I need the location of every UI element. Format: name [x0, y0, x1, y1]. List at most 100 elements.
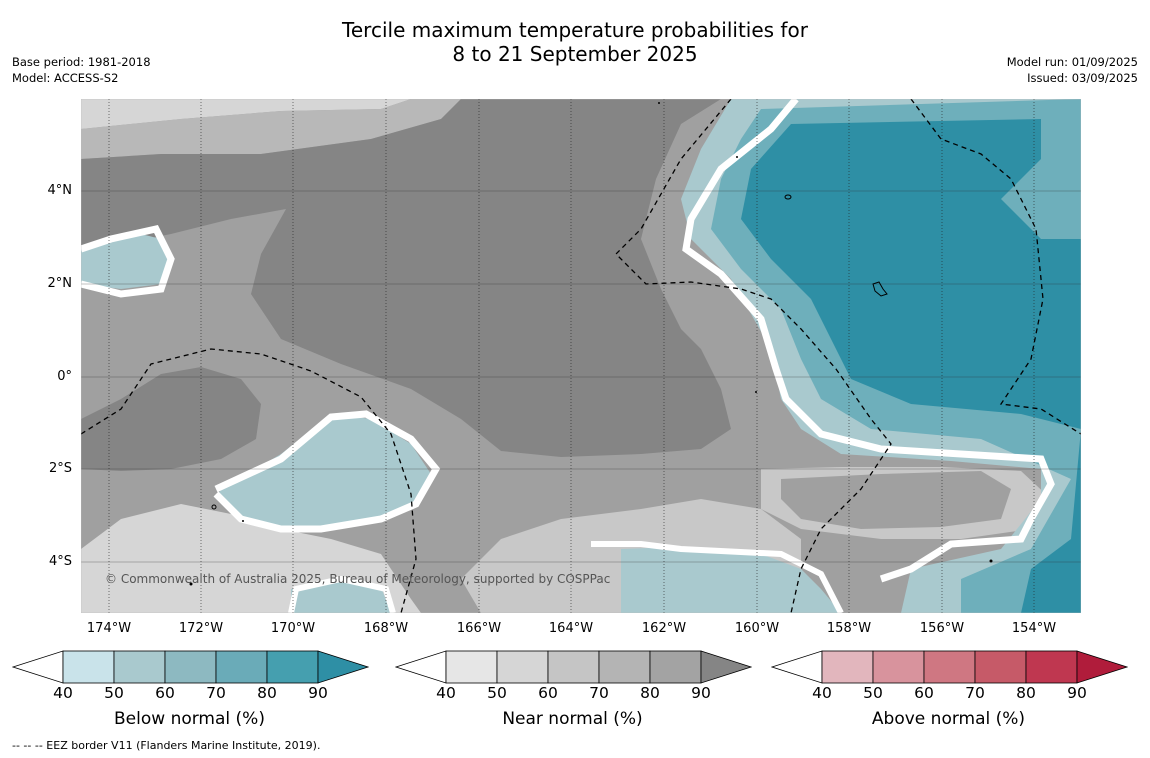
eez-border-1 [81, 348, 417, 613]
region-near-90-left [81, 367, 261, 471]
map-panel [81, 99, 1081, 613]
colorbar-segment [974, 650, 1027, 684]
title-line-2: 8 to 21 September 2025 [452, 42, 698, 66]
colorbar-segment [445, 650, 498, 684]
outline-below-right [682, 99, 1055, 583]
colorbar-2 [395, 650, 752, 684]
colorbar-tick-label: 60 [155, 684, 175, 702]
colorbar-3 [771, 650, 1128, 684]
region-near-90-main [81, 99, 731, 457]
colorbar-title: Below normal (%) [114, 709, 265, 729]
colorbar-over-triangle [1076, 650, 1128, 684]
island-5 [736, 156, 738, 158]
latitude-label: 4°S [48, 554, 72, 569]
outline-below-center [213, 410, 441, 533]
island-2 [872, 281, 888, 297]
colorbar-tick-label: 70 [589, 684, 609, 702]
colorbar-under-triangle [395, 650, 447, 684]
region-below-50-bottom [621, 547, 841, 613]
colorbar-segment [266, 650, 319, 684]
island-1 [784, 194, 792, 200]
colorbar-segment [872, 650, 925, 684]
colorbar-under-triangle [771, 650, 823, 684]
colorbar-segment [215, 650, 268, 684]
colorbar-title: Near normal (%) [502, 709, 643, 729]
longitude-label: 168°W [363, 621, 409, 636]
colorbar-segment [821, 650, 874, 684]
colorbar-tick-label: 90 [1067, 684, 1087, 702]
longitude-label: 160°W [734, 621, 780, 636]
longitude-label: 164°W [548, 621, 594, 636]
region-below-90-right [741, 119, 1081, 613]
colorbar-tick-label: 60 [914, 684, 934, 702]
colorbar-tick-label: 50 [104, 684, 124, 702]
longitude-label: 156°W [919, 621, 965, 636]
latitude-label: 0° [57, 369, 72, 384]
region-near-70-topleft [81, 99, 461, 159]
region-near-50-topleft [81, 99, 411, 129]
meta-left: Base period: 1981-2018 Model: ACCESS-S2 [12, 54, 151, 86]
map-title: Tercile maximum temperature probabilitie… [0, 18, 1150, 66]
colorbar-tick-label: 90 [308, 684, 328, 702]
colorbar-segment [62, 650, 115, 684]
colorbar-tick-label: 60 [538, 684, 558, 702]
region-below-50-center [216, 414, 431, 529]
colorbar-segment [164, 650, 217, 684]
meta-right: Model run: 01/09/2025 Issued: 03/09/2025 [1007, 54, 1138, 86]
colorbar-tick-label: 90 [691, 684, 711, 702]
colorbar-segment [598, 650, 651, 684]
longitude-label: 158°W [826, 621, 872, 636]
map-credit: © Commonwealth of Australia 2025, Bureau… [105, 572, 611, 586]
longitude-label: 166°W [456, 621, 502, 636]
colorbar-tick-label: 70 [965, 684, 985, 702]
island-8 [755, 391, 757, 393]
outline-below-bottom-left [288, 575, 396, 613]
longitude-label: 172°W [178, 621, 224, 636]
eez-footnote: -- -- -- EEZ border V11 (Flanders Marine… [12, 739, 321, 752]
region-near-80-right [781, 471, 1011, 529]
island-3 [211, 504, 217, 510]
island-6 [189, 582, 193, 586]
colorbar-tick-label: 80 [640, 684, 660, 702]
outline-below-bottom [591, 541, 844, 613]
island-9 [242, 520, 244, 522]
colorbar-tick-label: 40 [436, 684, 456, 702]
colorbar-tick-label: 50 [863, 684, 883, 702]
colorbar-tick-label: 40 [53, 684, 73, 702]
issued-label: Issued: 03/09/2025 [1027, 71, 1138, 85]
colorbar-over-triangle [317, 650, 369, 684]
latitude-label: 2°N [47, 276, 73, 291]
title-line-1: Tercile maximum temperature probabilitie… [342, 18, 808, 42]
colorbar-tick-label: 40 [812, 684, 832, 702]
longitude-label: 154°W [1011, 621, 1057, 636]
gridlines [81, 99, 1081, 613]
outline-below-left [81, 224, 175, 298]
colorbar-segment [547, 650, 600, 684]
colorbar-segment [649, 650, 702, 684]
longitude-label: 162°W [641, 621, 687, 636]
model-label: Model: ACCESS-S2 [12, 71, 119, 85]
latitude-label: 2°S [48, 461, 72, 476]
colorbar-segment [113, 650, 166, 684]
map-canvas [81, 99, 1081, 613]
colorbar-tick-label: 70 [206, 684, 226, 702]
island-4 [658, 102, 660, 104]
colorbar-segment [1025, 650, 1078, 684]
model-run-label: Model run: 01/09/2025 [1006, 55, 1138, 69]
region-below-50-left [81, 234, 171, 289]
region-below-50-bottom-left [291, 581, 391, 613]
colorbar-tick-label: 80 [1016, 684, 1036, 702]
colorbar-segment [923, 650, 976, 684]
colorbar-title: Above normal (%) [871, 709, 1026, 729]
eez-border-2 [615, 99, 892, 613]
colorbar-under-triangle [12, 650, 64, 684]
longitude-label: 170°W [270, 621, 316, 636]
longitude-label: 174°W [86, 621, 132, 636]
island-7 [989, 559, 993, 563]
latitude-label: 4°N [47, 183, 73, 198]
colorbar-1 [12, 650, 369, 684]
colorbar-segment [496, 650, 549, 684]
colorbar-tick-label: 80 [257, 684, 277, 702]
colorbar-over-triangle [700, 650, 752, 684]
base-period-label: Base period: 1981-2018 [12, 55, 151, 69]
